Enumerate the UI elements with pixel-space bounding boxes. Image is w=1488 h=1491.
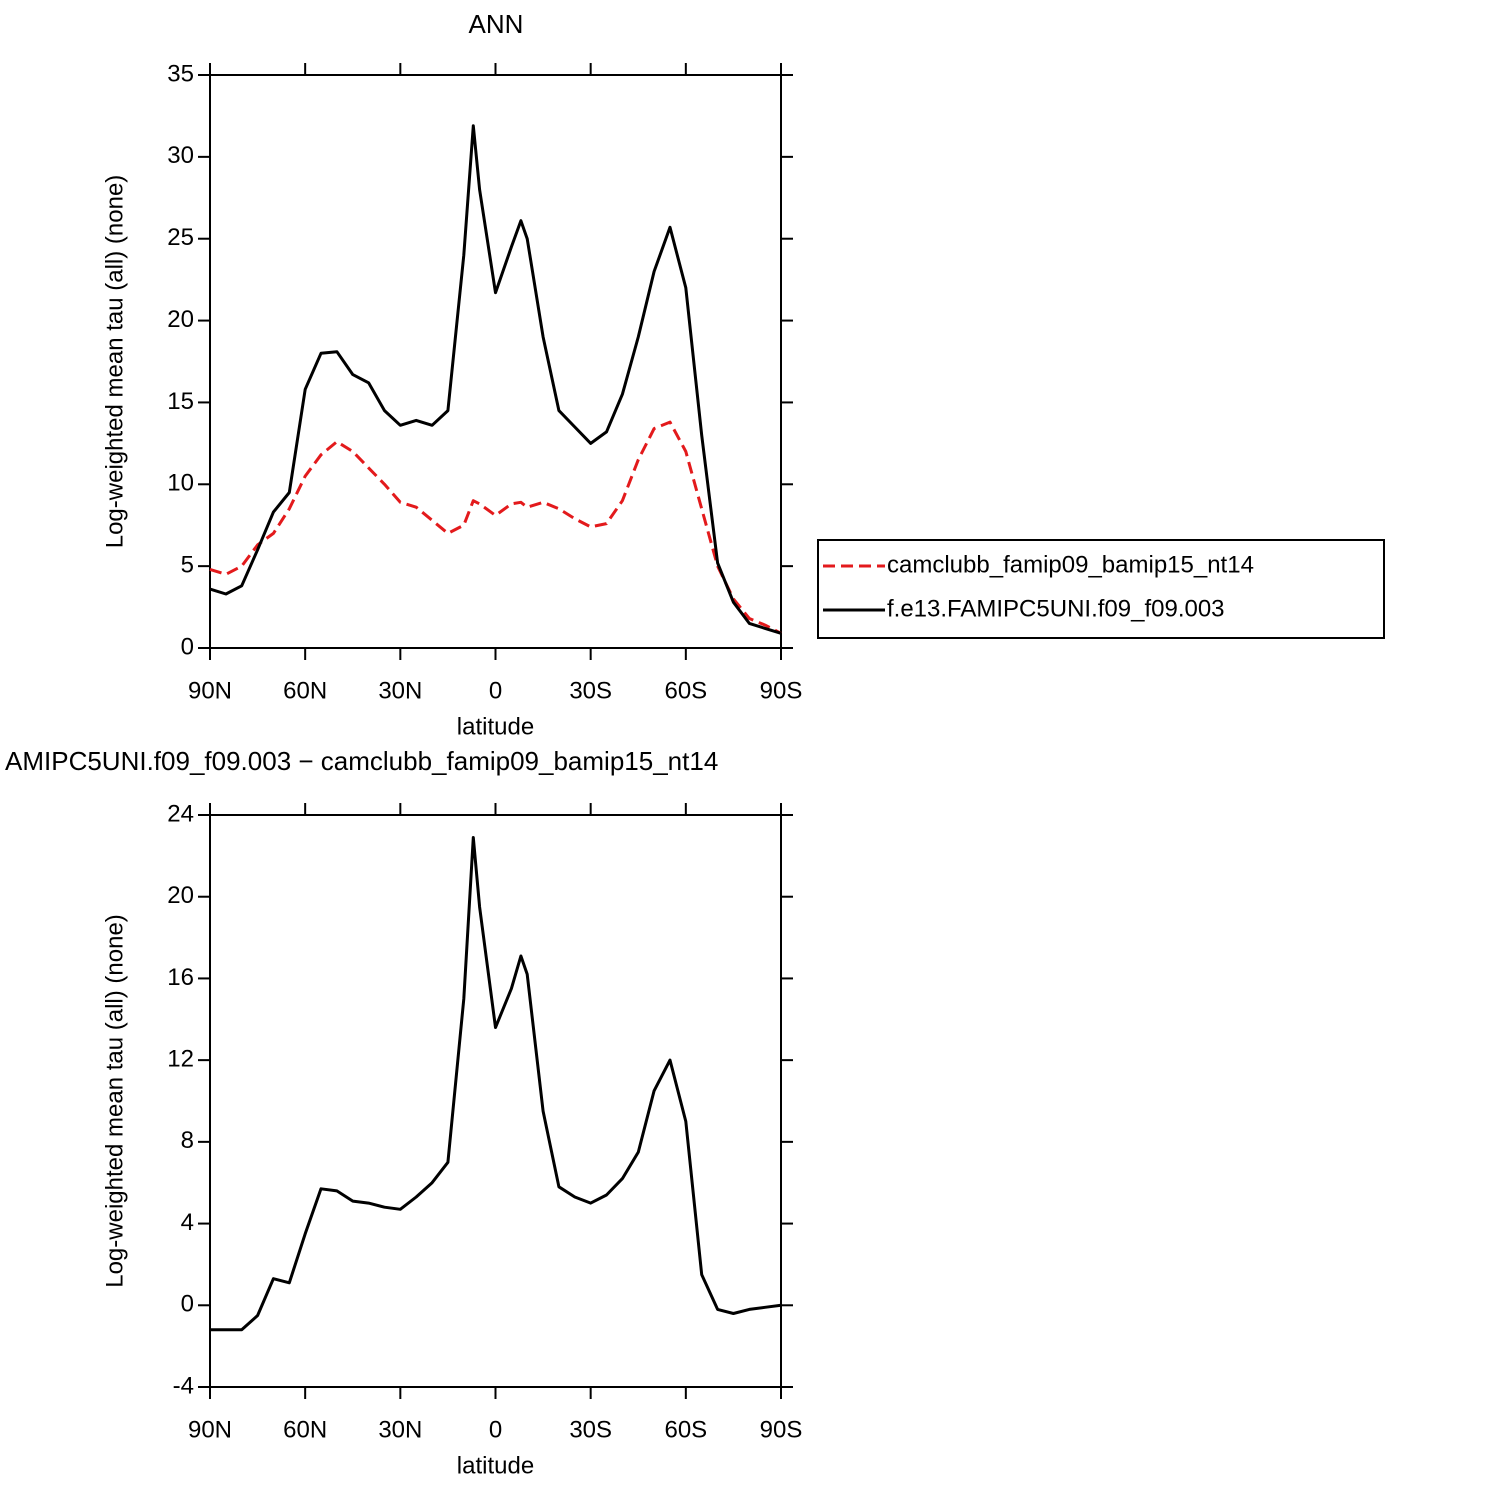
y-axis-label: Log-weighted mean tau (all) (none) — [101, 914, 128, 1288]
data-line — [209, 420, 782, 635]
x-tick-label: 90S — [760, 1416, 803, 1443]
x-axis-label: latitude — [457, 1452, 534, 1479]
x-tick-label: 60N — [283, 677, 327, 704]
x-tick-label: 90N — [188, 677, 232, 704]
data-line — [209, 124, 782, 635]
y-axis-label: Log-weighted mean tau (all) (none) — [101, 175, 128, 549]
y-tick-label: 10 — [167, 470, 194, 497]
x-tick-label: 30S — [569, 677, 612, 704]
y-tick-label: 20 — [167, 306, 194, 333]
x-tick-label: 0 — [489, 1416, 502, 1443]
y-tick-label: 30 — [167, 142, 194, 169]
x-tick-label: 90N — [188, 1416, 232, 1443]
y-tick-label: 0 — [181, 633, 194, 660]
plot-frame — [209, 74, 782, 649]
y-tick-label: 12 — [167, 1045, 194, 1072]
x-tick-label: 30N — [378, 677, 422, 704]
x-tick-label: 60S — [664, 677, 707, 704]
x-tick-label: 0 — [489, 677, 502, 704]
y-tick-label: 0 — [181, 1291, 194, 1318]
x-tick-label: 30S — [569, 1416, 612, 1443]
y-tick-label: 8 — [181, 1127, 194, 1154]
legend-box — [817, 539, 1385, 639]
x-axis-label: latitude — [457, 713, 534, 740]
x-tick-label: 60N — [283, 1416, 327, 1443]
x-tick-label: 30N — [378, 1416, 422, 1443]
y-tick-label: 25 — [167, 224, 194, 251]
x-tick-label: 90S — [760, 677, 803, 704]
y-tick-label: 15 — [167, 388, 194, 415]
y-tick-label: 20 — [167, 882, 194, 909]
y-tick-label: 5 — [181, 551, 194, 578]
y-tick-label: 16 — [167, 964, 194, 991]
chart-title: AMIPC5UNI.f09_f09.003 − camclubb_famip09… — [5, 746, 718, 776]
y-tick-label: 35 — [167, 60, 194, 87]
y-tick-label: 24 — [167, 800, 194, 827]
chart-title: ANN — [469, 9, 524, 39]
plot-frame — [209, 814, 782, 1388]
x-tick-label: 60S — [664, 1416, 707, 1443]
legend-label: camclubb_famip09_bamip15_nt14 — [887, 551, 1254, 578]
y-tick-label: 4 — [181, 1209, 194, 1236]
legend-label: f.e13.FAMIPC5UNI.f09_f09.003 — [887, 595, 1225, 622]
y-tick-label: -4 — [173, 1372, 194, 1399]
data-line — [210, 836, 782, 1332]
